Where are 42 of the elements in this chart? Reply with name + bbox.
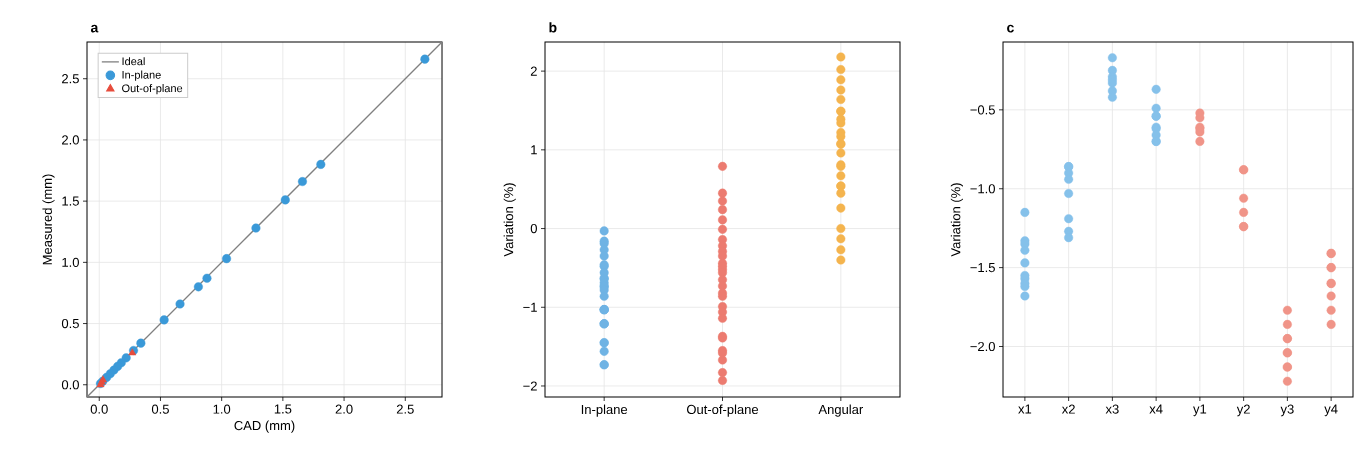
y-tick-label: −2.0 <box>970 341 995 352</box>
y-tick-label: 1.5 <box>62 196 79 206</box>
x-tick-label: 2.5 <box>396 404 414 414</box>
x-tick-label: y3 <box>1280 404 1294 417</box>
y-tick-label: −1.5 <box>970 263 995 273</box>
x-tick-label: x3 <box>1105 404 1119 414</box>
y-tick-label: 1.0 <box>62 257 79 267</box>
x-tick-label: x2 <box>1061 404 1075 414</box>
x-tick-label: 0.5 <box>151 404 169 414</box>
y-axis-title: Variation (%) <box>950 183 963 257</box>
legend-label: In-plane <box>122 70 161 81</box>
x-tick-label: 1.5 <box>274 404 292 414</box>
x-tick-label: 1.0 <box>213 404 231 414</box>
y-tick-label: 0 <box>530 223 537 234</box>
y-tick-label: 1 <box>531 145 537 155</box>
chart-title: a <box>90 24 99 33</box>
y-tick-label: −1 <box>523 302 537 312</box>
x-tick-label: 2.0 <box>335 404 353 414</box>
x-tick-label: Angular <box>818 404 864 417</box>
y-tick-label: 0.5 <box>61 318 79 329</box>
x-tick-label: y2 <box>1236 404 1250 417</box>
legend-label: Ideal <box>122 57 145 66</box>
y-tick-label: −1.0 <box>970 184 995 194</box>
x-tick-label: y4 <box>1324 404 1338 417</box>
chart-title: c <box>1007 24 1014 33</box>
chart-title: b <box>549 22 557 33</box>
legend-label: Out-of-plane <box>122 84 183 95</box>
y-axis-title: Measured (mm) <box>42 174 55 265</box>
y-axis-title: Variation (%) <box>503 183 516 257</box>
x-tick-label: 0.0 <box>90 404 108 414</box>
x-tick-label: x1 <box>1018 404 1032 414</box>
x-tick-label: y1 <box>1193 404 1207 417</box>
y-tick-label: −0.5 <box>970 105 995 115</box>
y-tick-label: 0.0 <box>61 380 79 390</box>
y-tick-label: 2 <box>530 66 537 76</box>
y-tick-label: 2.0 <box>62 135 79 145</box>
x-tick-label: Out-of-plane <box>686 404 759 417</box>
x-tick-label: In-plane <box>581 404 628 417</box>
x-axis-title: CAD (mm) <box>234 420 295 433</box>
x-tick-label: x4 <box>1149 404 1163 414</box>
y-tick-label: −2 <box>523 381 537 391</box>
y-tick-label: 2.5 <box>62 74 79 84</box>
